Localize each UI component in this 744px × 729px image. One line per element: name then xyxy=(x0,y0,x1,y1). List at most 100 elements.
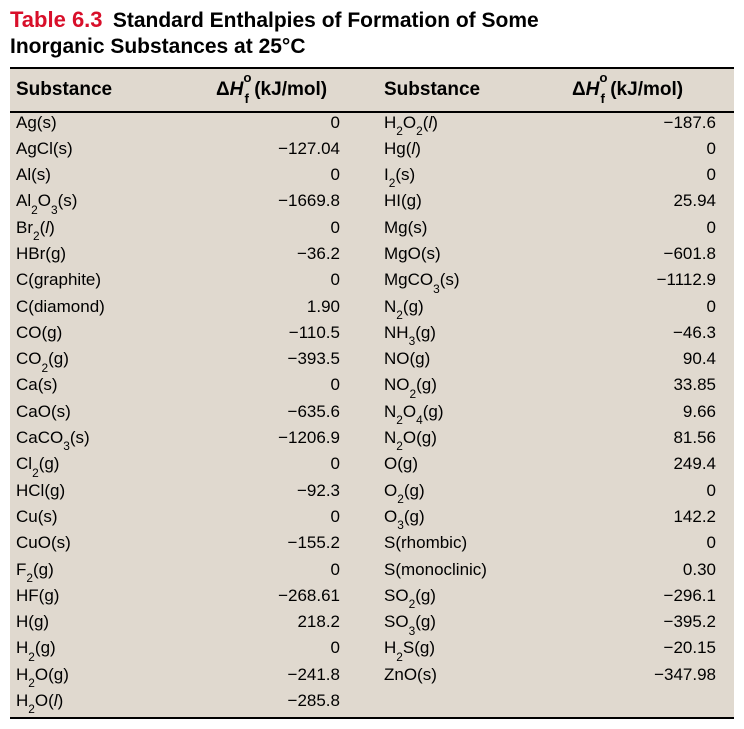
substance-cell: H2O(l) xyxy=(10,691,210,711)
substance-cell: Br2(l) xyxy=(10,218,210,238)
table-left-column: Ag(s)0AgCl(s)−127.04Al(s)0Al2O3(s)−1669.… xyxy=(10,113,378,718)
substance-cell: HI(g) xyxy=(378,191,566,211)
substance-cell: Ca(s) xyxy=(10,375,210,395)
value-cell: 0 xyxy=(566,533,734,553)
header-deltah-right: ΔHof (kJ/mol) xyxy=(566,69,734,111)
table-row: CuO(s)−155.2 xyxy=(10,533,378,559)
table-row: O2(g)0 xyxy=(378,481,734,507)
substance-cell: Al(s) xyxy=(10,165,210,185)
table-row: MgCO3(s)−1112.9 xyxy=(378,270,734,296)
substance-cell: C(diamond) xyxy=(10,297,210,317)
value-cell: −241.8 xyxy=(210,665,378,685)
table-caption: Table 6.3 Standard Enthalpies of Formati… xyxy=(10,6,734,61)
table-row: HF(g)−268.61 xyxy=(10,586,378,612)
value-cell: −285.8 xyxy=(210,691,378,711)
value-cell: −393.5 xyxy=(210,349,378,369)
value-cell: 0 xyxy=(210,375,378,395)
table-row: H2O(g)−241.8 xyxy=(10,665,378,691)
substance-cell: CO(g) xyxy=(10,323,210,343)
table-row: NH3(g)−46.3 xyxy=(378,323,734,349)
enthalpy-table: Substance ΔHof (kJ/mol) Substance ΔHof (… xyxy=(10,67,734,720)
substance-cell: CO2(g) xyxy=(10,349,210,369)
substance-cell: CuO(s) xyxy=(10,533,210,553)
substance-cell: MgO(s) xyxy=(378,244,566,264)
substance-cell: HCl(g) xyxy=(10,481,210,501)
table-row: O(g)249.4 xyxy=(378,454,734,480)
substance-cell: Mg(s) xyxy=(378,218,566,238)
table-row: AgCl(s)−127.04 xyxy=(10,139,378,165)
substance-cell: Cl2(g) xyxy=(10,454,210,474)
value-cell: −601.8 xyxy=(566,244,734,264)
table-row: Cu(s)0 xyxy=(10,507,378,533)
table-title-line-2: Inorganic Substances at 25°C xyxy=(10,35,306,58)
table-row: H2O(l)−285.8 xyxy=(10,691,378,717)
value-cell: 0 xyxy=(210,218,378,238)
substance-cell: H2(g) xyxy=(10,638,210,658)
table-row: H2O2(l)−187.6 xyxy=(378,113,734,139)
table-row: Ca(s)0 xyxy=(10,375,378,401)
table-row: O3(g)142.2 xyxy=(378,507,734,533)
substance-cell: H2O2(l) xyxy=(378,113,566,133)
table-title-line-1: Standard Enthalpies of Formation of Some xyxy=(107,9,539,32)
value-cell: 9.66 xyxy=(566,402,734,422)
table-row: NO(g)90.4 xyxy=(378,349,734,375)
header-substance-right: Substance xyxy=(378,69,566,111)
value-cell: −187.6 xyxy=(566,113,734,133)
value-cell: −127.04 xyxy=(210,139,378,159)
value-cell: 0.30 xyxy=(566,560,734,580)
substance-cell: MgCO3(s) xyxy=(378,270,566,290)
value-cell: 0 xyxy=(566,139,734,159)
substance-cell: F2(g) xyxy=(10,560,210,580)
table-row: CO2(g)−393.5 xyxy=(10,349,378,375)
table-number: Table 6.3 xyxy=(10,7,103,32)
substance-cell: NO(g) xyxy=(378,349,566,369)
substance-cell: H2S(g) xyxy=(378,638,566,658)
substance-cell: HBr(g) xyxy=(10,244,210,264)
substance-cell: Hg(l) xyxy=(378,139,566,159)
substance-cell: Cu(s) xyxy=(10,507,210,527)
table-row: H(g)218.2 xyxy=(10,612,378,638)
table-row: Cl2(g)0 xyxy=(10,454,378,480)
substance-cell: O2(g) xyxy=(378,481,566,501)
table-row: HBr(g)−36.2 xyxy=(10,244,378,270)
table-row: SO3(g)−395.2 xyxy=(378,612,734,638)
substance-cell: S(monoclinic) xyxy=(378,560,566,580)
value-cell: −347.98 xyxy=(566,665,734,685)
table-row: Al2O3(s)−1669.8 xyxy=(10,191,378,217)
substance-cell: N2O4(g) xyxy=(378,402,566,422)
substance-cell: I2(s) xyxy=(378,165,566,185)
substance-cell: O3(g) xyxy=(378,507,566,527)
substance-cell: SO3(g) xyxy=(378,612,566,632)
value-cell: −635.6 xyxy=(210,402,378,422)
substance-cell: N2O(g) xyxy=(378,428,566,448)
substance-cell: NO2(g) xyxy=(378,375,566,395)
table-row: C(graphite)0 xyxy=(10,270,378,296)
table-row: HCl(g)−92.3 xyxy=(10,481,378,507)
value-cell: −36.2 xyxy=(210,244,378,264)
value-cell: −46.3 xyxy=(566,323,734,343)
value-cell: 0 xyxy=(210,270,378,290)
table-row: NO2(g)33.85 xyxy=(378,375,734,401)
value-cell: 0 xyxy=(566,481,734,501)
value-cell: −1206.9 xyxy=(210,428,378,448)
substance-cell: AgCl(s) xyxy=(10,139,210,159)
table-row: Mg(s)0 xyxy=(378,218,734,244)
substance-cell: H2O(g) xyxy=(10,665,210,685)
value-cell: 0 xyxy=(210,113,378,133)
value-cell: −296.1 xyxy=(566,586,734,606)
table-row: S(monoclinic)0.30 xyxy=(378,560,734,586)
value-cell: 0 xyxy=(210,507,378,527)
table-row: N2O(g)81.56 xyxy=(378,428,734,454)
table-row: H2S(g)−20.15 xyxy=(378,638,734,664)
table-body: Ag(s)0AgCl(s)−127.04Al(s)0Al2O3(s)−1669.… xyxy=(10,113,734,720)
table-row: MgO(s)−601.8 xyxy=(378,244,734,270)
table-row: H2(g)0 xyxy=(10,638,378,664)
substance-cell: NH3(g) xyxy=(378,323,566,343)
table-row: I2(s)0 xyxy=(378,165,734,191)
value-cell: 1.90 xyxy=(210,297,378,317)
substance-cell: SO2(g) xyxy=(378,586,566,606)
value-cell: 33.85 xyxy=(566,375,734,395)
value-cell: −1112.9 xyxy=(566,270,734,290)
table-row: C(diamond)1.90 xyxy=(10,297,378,323)
table-row: N2(g)0 xyxy=(378,297,734,323)
